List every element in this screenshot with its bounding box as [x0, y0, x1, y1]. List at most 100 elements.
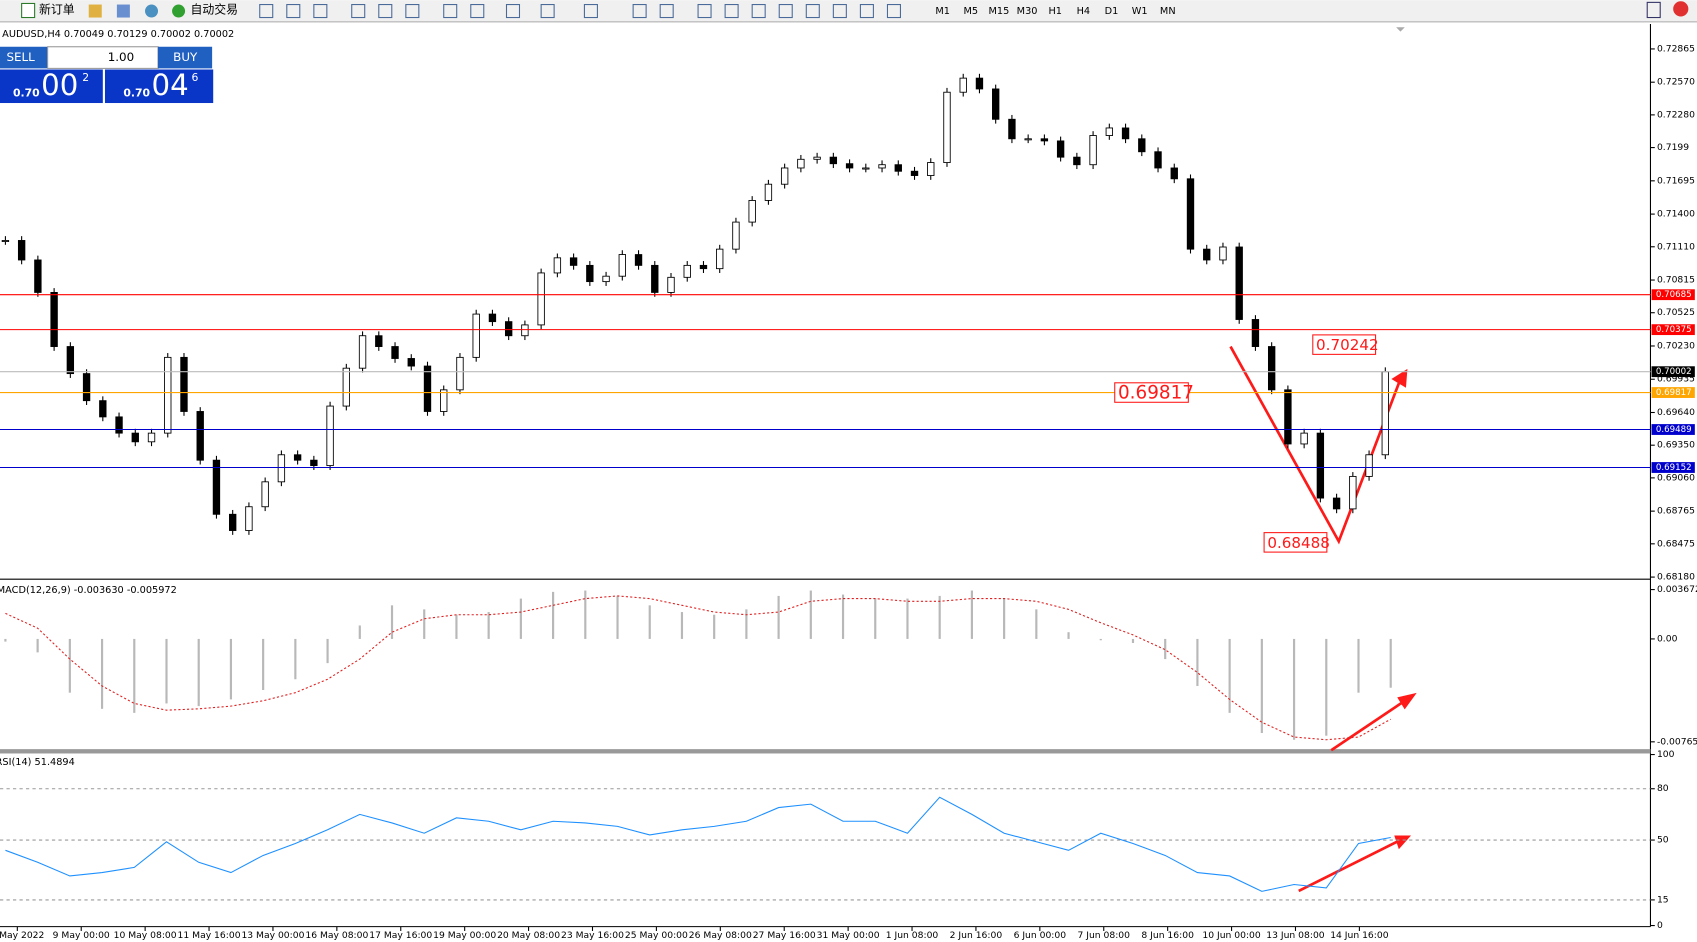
candle	[878, 164, 886, 169]
toolbar-icon[interactable]	[88, 4, 102, 18]
timeframe-button[interactable]: H4	[1077, 6, 1091, 17]
auto-trading-icon[interactable]	[172, 4, 186, 18]
buy-button[interactable]	[158, 46, 213, 69]
auto-trading-button[interactable]: 自动交易	[190, 2, 238, 16]
rsi-arrow	[1298, 838, 1402, 893]
macd-bar	[358, 625, 361, 639]
toolbar-tool[interactable]	[751, 4, 766, 19]
sell-price-big: 00	[41, 68, 78, 102]
macd-bar	[777, 595, 780, 639]
candle	[1154, 151, 1162, 169]
candle	[229, 513, 237, 531]
candle	[975, 77, 984, 90]
candle	[310, 459, 318, 467]
macd-bar	[455, 614, 458, 639]
notification-icon[interactable]	[1673, 1, 1689, 17]
y-tick-label: 50	[1657, 835, 1669, 846]
timeframe-button[interactable]: M5	[963, 6, 978, 17]
buy-price-box[interactable]	[104, 69, 214, 104]
search-icon[interactable]	[1646, 1, 1661, 19]
toolbar-tools	[259, 4, 901, 19]
timeframe-button[interactable]: MN	[1160, 6, 1176, 17]
candle	[894, 164, 902, 172]
sell-label[interactable]: SELL	[6, 50, 35, 64]
macd-bar	[713, 614, 716, 639]
volume-value[interactable]: 1.00	[108, 50, 134, 64]
toolbar-tool[interactable]	[832, 4, 847, 19]
toolbar-tool[interactable]	[378, 4, 393, 19]
toolbar-tool[interactable]	[351, 4, 366, 19]
toolbar-tool[interactable]	[313, 4, 328, 19]
macd-bar	[1196, 638, 1199, 686]
toolbar-tool[interactable]	[886, 4, 901, 19]
panel-divider	[0, 749, 1651, 754]
candle	[845, 163, 854, 169]
arrow-head	[1394, 835, 1412, 850]
new-order-button[interactable]: 新订单	[39, 2, 75, 16]
toolbar-icon[interactable]	[145, 4, 159, 18]
x-tick-label: 26 May 08:00	[689, 930, 752, 941]
y-tick-label: 0.69350	[1657, 440, 1695, 451]
new-order-icon[interactable]	[21, 2, 36, 19]
toolbar-tool[interactable]	[259, 4, 274, 19]
timeframe-button[interactable]: H1	[1048, 6, 1062, 17]
sell-price-prefix: 0.70	[13, 86, 40, 99]
candle	[1381, 371, 1389, 456]
timeframe-button[interactable]: M15	[989, 6, 1010, 17]
x-tick-label: 17 May 16:00	[369, 930, 432, 941]
toolbar-tool[interactable]	[632, 4, 647, 19]
macd-bar	[970, 590, 973, 639]
toolbar-tool[interactable]	[697, 4, 712, 19]
toolbar-tool[interactable]	[659, 4, 674, 19]
macd-bar	[1035, 609, 1038, 639]
x-tick-label: 7 Jun 08:00	[1077, 930, 1130, 941]
candle	[277, 454, 286, 483]
candle	[1073, 156, 1081, 166]
toolbar-tool[interactable]	[778, 4, 793, 19]
macd-bar	[294, 638, 297, 680]
toolbar-tool[interactable]	[805, 4, 820, 19]
candle	[797, 158, 805, 169]
candle	[1235, 246, 1243, 320]
macd-bar	[1325, 638, 1328, 736]
timeframe-button[interactable]: D1	[1105, 6, 1119, 17]
toolbar-tool[interactable]	[859, 4, 874, 19]
toolbar-tool[interactable]	[540, 4, 555, 19]
y-tick-label: 0.70815	[1657, 275, 1695, 286]
candle	[667, 276, 675, 293]
candle	[748, 200, 756, 223]
candle	[342, 367, 351, 407]
x-tick-label: 25 May 00:00	[625, 930, 688, 941]
macd-bar	[133, 638, 136, 713]
candle	[683, 264, 691, 278]
timeframe-button[interactable]: M1	[935, 6, 950, 17]
x-tick-label: 1 Jun 08:00	[886, 930, 939, 941]
y-tick-label: 0.003672	[1657, 584, 1697, 595]
toolbar-tool[interactable]	[505, 4, 521, 19]
macd-bar	[648, 605, 651, 639]
candle	[1040, 138, 1049, 142]
buy-label[interactable]: BUY	[173, 50, 198, 64]
volume-field[interactable]	[47, 46, 159, 69]
toolbar-tool[interactable]	[286, 4, 301, 19]
candle	[1300, 432, 1308, 445]
candle	[115, 416, 123, 434]
toolbar-icon[interactable]	[116, 4, 130, 18]
macd-bar	[809, 590, 812, 639]
toolbar-tool[interactable]	[443, 4, 458, 19]
chart-area	[0, 24, 1651, 942]
sell-price-box[interactable]	[0, 69, 103, 104]
timeframe-button[interactable]: W1	[1132, 6, 1148, 17]
candle	[391, 346, 399, 359]
price-tag-label: 0.70375	[1656, 325, 1692, 335]
toolbar-tool[interactable]	[405, 4, 420, 19]
x-tick-label: 23 May 16:00	[561, 930, 624, 941]
x-tick-label: 10 Jun 00:00	[1202, 930, 1261, 941]
timeframe-button[interactable]: M30	[1017, 6, 1038, 17]
annotation: 0.69817	[1118, 383, 1194, 404]
y-tick-label: 0.69640	[1657, 407, 1695, 418]
toolbar-tool[interactable]	[583, 4, 598, 19]
toolbar-tool[interactable]	[724, 4, 739, 19]
price-tag-label: 0.69489	[1656, 425, 1692, 435]
toolbar-tool[interactable]	[470, 4, 485, 19]
